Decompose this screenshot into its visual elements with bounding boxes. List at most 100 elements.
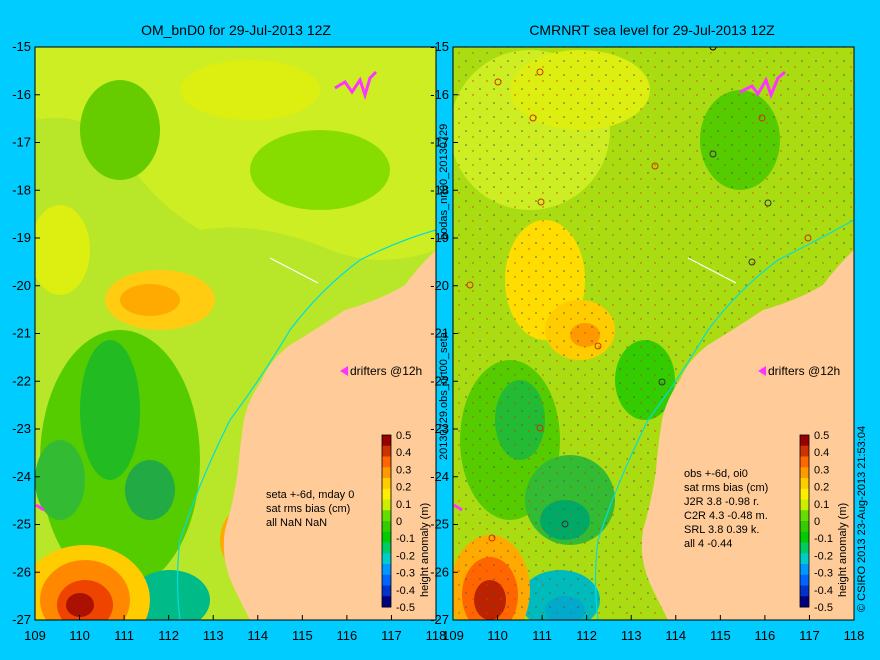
right-colorbar-tick: -0.3 bbox=[814, 568, 833, 580]
right-colorbar-swatch bbox=[800, 435, 809, 447]
left-y-tick-label: -19 bbox=[12, 230, 31, 245]
left-drifters-label: drifters @12h bbox=[350, 364, 422, 378]
left-y-tick-label: -17 bbox=[12, 135, 31, 150]
left-legend-line-2: sat rms bias (cm) bbox=[266, 503, 350, 515]
left-colorbar-swatch bbox=[382, 467, 391, 479]
left-colorbar-tick: -0.2 bbox=[396, 550, 415, 562]
right-x-tick-label: 115 bbox=[710, 628, 731, 643]
right-colorbar-tick: 0 bbox=[814, 516, 820, 528]
right-y-tick-label: -27 bbox=[430, 612, 449, 627]
right-drifters-label: drifters @12h bbox=[768, 364, 840, 378]
right-colorbar-frame bbox=[799, 434, 810, 608]
right-y-tick-label: -23 bbox=[430, 421, 449, 436]
right-x-tick-label: 113 bbox=[621, 628, 642, 643]
left-colorbar-swatch bbox=[382, 521, 391, 533]
left-y-tick-label: -22 bbox=[12, 373, 31, 388]
left-colorbar-swatch bbox=[382, 553, 391, 565]
right-x-tick-label: 116 bbox=[755, 628, 776, 643]
left-x-tick-label: 110 bbox=[69, 628, 90, 643]
right-colorbar: 0.5 0.4 0.3 0.2 0.1 0 -0.1 -0.2 -0.3 -0.4 -0.5 heig… bbox=[799, 430, 849, 614]
left-colorbar-swatch bbox=[382, 478, 391, 490]
left-legend-line-1: seta +-6d, mday 0 bbox=[266, 489, 354, 501]
left-y-tick-label: -26 bbox=[12, 564, 31, 579]
left-colorbar-frame bbox=[381, 434, 392, 608]
left-colorbar-label: height anomaly (m) bbox=[419, 503, 431, 597]
left-x-tick-label: 117 bbox=[381, 628, 402, 643]
right-colorbar-swatch bbox=[800, 488, 809, 500]
left-x-tick-label: 116 bbox=[337, 628, 358, 643]
left-colorbar-swatch bbox=[382, 445, 391, 457]
left-y-tick-label: -23 bbox=[12, 421, 31, 436]
left-colorbar-swatch bbox=[382, 488, 391, 500]
left-colorbar-swatch bbox=[382, 564, 391, 576]
left-colorbar-swatch bbox=[382, 531, 391, 543]
left-colorbar-swatch bbox=[382, 542, 391, 554]
left-colorbar-tick: -0.3 bbox=[396, 568, 415, 580]
right-colorbar-swatch bbox=[800, 521, 809, 533]
right-y-tick-label: -15 bbox=[430, 39, 449, 54]
left-x-tick-label: 109 bbox=[24, 628, 46, 643]
left-y-tick-label: -27 bbox=[12, 612, 31, 627]
right-colorbar-tick: 0.3 bbox=[814, 464, 829, 476]
left-colorbar-swatch bbox=[382, 585, 391, 597]
right-y-tick-label: -19 bbox=[430, 230, 449, 245]
left-x-tick-label: 113 bbox=[203, 628, 224, 643]
right-map-field: drifters @12h obs +-6d, oi0 sat rms bias… bbox=[453, 47, 854, 620]
right-colorbar-tick: -0.4 bbox=[814, 585, 833, 597]
right-colorbar-swatch bbox=[800, 467, 809, 479]
left-colorbar-swatch bbox=[382, 499, 391, 511]
right-y-tick-label: -24 bbox=[430, 469, 449, 484]
right-x-tick-label: 114 bbox=[665, 628, 686, 643]
right-colorbar-tick: 0.5 bbox=[814, 430, 829, 442]
right-map-panel: CMRNRT sea level for 29-Jul-2013 12Z bbox=[452, 22, 855, 621]
right-colorbar-swatch bbox=[800, 456, 809, 468]
right-x-tick-label: 112 bbox=[576, 628, 597, 643]
left-colorbar-tick: 0.3 bbox=[396, 464, 411, 476]
left-map-field: drifters @12h seta +-6d, mday 0 sat rms … bbox=[35, 47, 436, 620]
side-label-mid: 20130729.obs_nrt00_seta bbox=[438, 331, 450, 460]
right-x-tick-label: 111 bbox=[532, 628, 552, 643]
right-legend-line-4: C2R 4.3 -0.48 m. bbox=[684, 510, 768, 522]
right-y-tick-label: -25 bbox=[430, 517, 449, 532]
left-map-panel: OM_bnD0 for 29-Jul-2013 12Z bbox=[34, 22, 437, 621]
right-colorbar-tick: -0.5 bbox=[814, 602, 833, 614]
left-colorbar-swatch bbox=[382, 596, 391, 608]
left-colorbar-tick: 0 bbox=[396, 516, 402, 528]
left-x-tick-label: 112 bbox=[158, 628, 179, 643]
observation-markers bbox=[466, 47, 812, 542]
left-y-tick-label: -24 bbox=[12, 469, 31, 484]
right-colorbar-swatch bbox=[800, 510, 809, 522]
left-x-tick-label: 115 bbox=[292, 628, 313, 643]
right-colorbar-swatch bbox=[800, 574, 809, 586]
right-panel-title: CMRNRT sea level for 29-Jul-2013 12Z bbox=[529, 22, 775, 38]
right-x-tick-label: 109 bbox=[442, 628, 464, 643]
right-y-tick-label: -22 bbox=[430, 373, 449, 388]
left-legend-line-3: all NaN NaN bbox=[266, 517, 327, 529]
right-colorbar-label: height anomaly (m) bbox=[837, 503, 849, 597]
right-x-tick-label: 118 bbox=[844, 628, 865, 643]
left-colorbar-swatch bbox=[382, 435, 391, 447]
right-colorbar-tick: -0.1 bbox=[814, 533, 833, 545]
right-colorbar-tick: -0.2 bbox=[814, 550, 833, 562]
right-y-tick-label: -17 bbox=[430, 135, 449, 150]
left-colorbar-tick: 0.5 bbox=[396, 430, 411, 442]
left-colorbar-tick: -0.5 bbox=[396, 602, 415, 614]
right-x-tick-label: 117 bbox=[799, 628, 820, 643]
left-colorbar-tick: 0.1 bbox=[396, 499, 411, 511]
right-colorbar-swatch bbox=[800, 564, 809, 576]
right-colorbar-swatch bbox=[800, 478, 809, 490]
left-y-tick-label: -20 bbox=[12, 278, 31, 293]
right-colorbar-tick: 0.2 bbox=[814, 482, 829, 494]
right-colorbar-tick: 0.4 bbox=[814, 447, 829, 459]
left-colorbar-tick: 0.4 bbox=[396, 447, 411, 459]
left-colorbar-swatch bbox=[382, 574, 391, 586]
left-colorbar-swatch bbox=[382, 456, 391, 468]
right-colorbar-swatch bbox=[800, 553, 809, 565]
right-y-tick-label: -20 bbox=[430, 278, 449, 293]
right-colorbar-tick: 0.1 bbox=[814, 499, 829, 511]
right-legend-line-6: all 4 -0.44 bbox=[684, 538, 732, 550]
right-y-tick-label: -18 bbox=[430, 182, 449, 197]
left-panel-title: OM_bnD0 for 29-Jul-2013 12Z bbox=[141, 22, 331, 38]
left-y-tick-label: -15 bbox=[12, 39, 31, 54]
right-x-tick-label: 110 bbox=[487, 628, 508, 643]
